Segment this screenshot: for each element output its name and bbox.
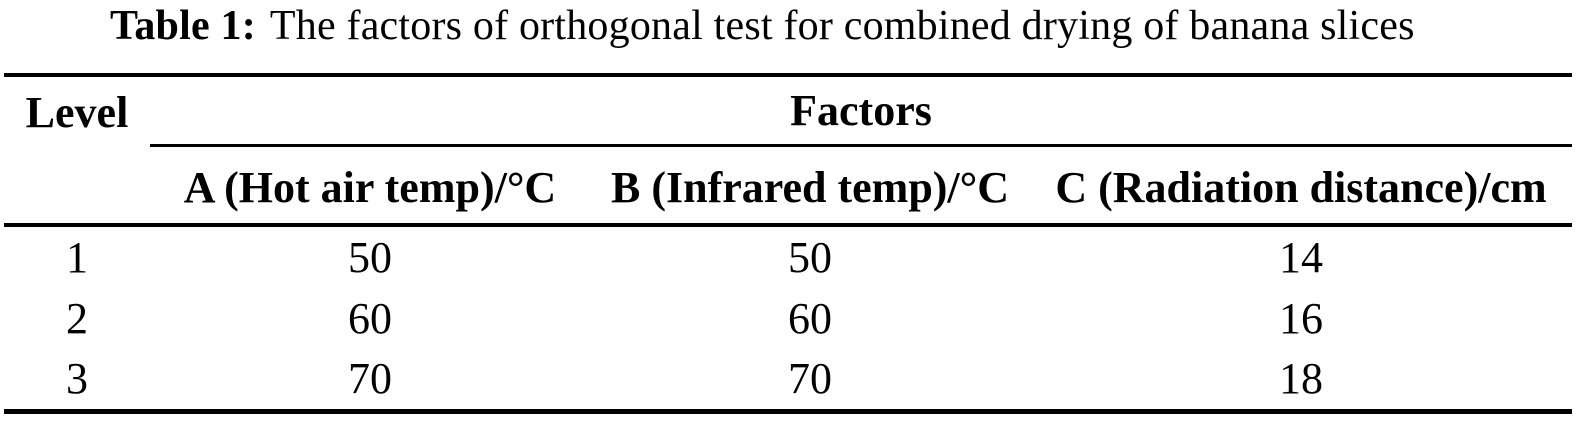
column-header-b: B (Infrared temp)/°C <box>590 145 1030 227</box>
factors-group-header: Factors <box>150 75 1573 147</box>
table-caption: Table 1: The factors of orthogonal test f… <box>110 2 1415 50</box>
level-cell: 1 <box>66 232 88 282</box>
level-cell: 3 <box>66 354 88 404</box>
factor-b-cell: 50 <box>788 232 832 282</box>
header-row-top: Level Factors <box>4 75 1573 227</box>
table-caption-label: Table 1: <box>110 3 256 49</box>
factor-a-cell: 70 <box>348 354 392 404</box>
factor-b-cell: 60 <box>788 293 832 343</box>
factor-a-cell: 60 <box>348 293 392 343</box>
table-caption-text: The factors of orthogonal test for combi… <box>269 3 1415 49</box>
column-header-c: C (Radiation distance)/cm <box>1030 145 1573 227</box>
factor-c-cell: 16 <box>1279 293 1323 343</box>
level-column-header-label: Level <box>25 87 129 137</box>
factor-c-cell: 18 <box>1279 354 1323 404</box>
table-row: 2 60 60 16 <box>4 287 1572 349</box>
level-cell: 2 <box>66 293 88 343</box>
level-column-header: Level <box>4 75 150 227</box>
factor-a-cell: 50 <box>348 232 392 282</box>
orthogonal-factors-table: Level Factors A (Hot air temp)/°C B (Inf… <box>4 73 1573 414</box>
factor-b-cell: 70 <box>788 354 832 404</box>
factor-c-cell: 14 <box>1279 232 1323 282</box>
table-row: 3 70 70 18 <box>4 349 1572 411</box>
table-row: 1 50 50 14 <box>4 225 1572 287</box>
header-row-sub: A (Hot air temp)/°C B (Infrared temp)/°C… <box>4 145 1573 227</box>
column-header-a: A (Hot air temp)/°C <box>150 145 590 227</box>
